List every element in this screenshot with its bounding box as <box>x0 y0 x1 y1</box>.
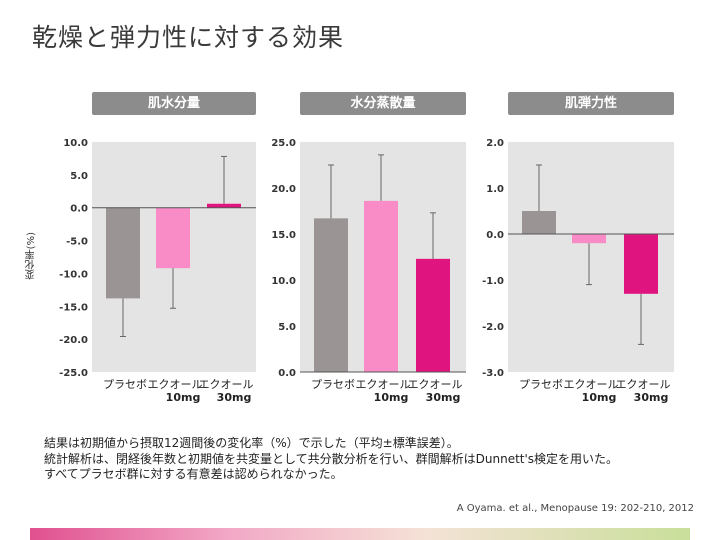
y-tick-label: 0.0 <box>70 204 88 215</box>
x-tick-label: エクオール <box>564 378 619 391</box>
x-tick-label: 10mg <box>582 391 617 404</box>
y-tick-label: 0.0 <box>486 230 504 241</box>
y-tick-label: 20.0 <box>271 184 296 195</box>
y-tick-label: 5.0 <box>278 322 296 333</box>
y-tick-label: 2.0 <box>486 138 504 149</box>
bar-equol-10mg <box>572 234 606 244</box>
bar-equol-10mg <box>156 207 190 269</box>
bar-equol-30mg <box>207 203 241 208</box>
y-tick-label: 25.0 <box>271 138 296 149</box>
footer-gradient-bar <box>30 528 690 540</box>
y-tick-label: 15.0 <box>271 230 296 241</box>
y-tick-label: 0.0 <box>278 368 296 379</box>
y-tick-label: -15.0 <box>59 302 88 313</box>
panel-title-tewl: 水分蒸散量 <box>300 92 466 115</box>
y-tick-label: 5.0 <box>70 171 88 182</box>
y-tick-label: -3.0 <box>482 368 504 379</box>
citation: A Oyama. et al., Menopause 19: 202-210, … <box>456 503 694 514</box>
note-line-3: すべてプラセボ群に対する有意差は認められなかった。 <box>44 467 343 481</box>
y-tick-label: -1.0 <box>482 276 504 287</box>
x-tick-label: プラセボ <box>103 378 147 391</box>
x-tick-label: エクオール <box>199 378 254 391</box>
panel-title-skin-moisture: 肌水分量 <box>92 92 256 115</box>
x-tick-label: プラセボ <box>519 378 563 391</box>
x-tick-label: 30mg <box>217 391 252 404</box>
x-tick-label: 30mg <box>426 391 461 404</box>
y-tick-label: 1.0 <box>486 184 504 195</box>
panel-title-elasticity: 肌弾力性 <box>508 92 674 115</box>
x-tick-label: 10mg <box>166 391 201 404</box>
note-line-2: 統計解析は、閉経後年数と初期値を共変量として共分散分析を行い、群間解析はDunn… <box>44 451 619 466</box>
x-tick-label: エクオール <box>356 378 411 391</box>
y-tick-label: 10.0 <box>63 138 88 149</box>
x-tick-label: 30mg <box>634 391 669 404</box>
x-tick-label: エクオール <box>616 378 671 391</box>
x-tick-label: エクオール <box>148 378 203 391</box>
y-tick-label: -10.0 <box>59 269 88 280</box>
bar-equol-30mg <box>416 258 450 372</box>
notes: 結果は初期値から摂取12週間後の変化率（%）で示した（平均±標準誤差）。 統計解… <box>44 436 618 483</box>
x-tick-label: 10mg <box>374 391 409 404</box>
y-tick-label: -20.0 <box>59 335 88 346</box>
bar-placebo <box>314 218 348 372</box>
bar-equol-10mg <box>364 200 398 372</box>
bar-equol-30mg <box>624 234 658 294</box>
y-tick-label: -2.0 <box>482 322 504 333</box>
y-tick-label: 10.0 <box>271 276 296 287</box>
x-tick-label: プラセボ <box>311 378 355 391</box>
note-line-1: 結果は初期値から摂取12週間後の変化率（%）で示した（平均±標準誤差）。 <box>44 436 459 450</box>
x-tick-label: エクオール <box>408 378 463 391</box>
bar-placebo <box>106 207 140 299</box>
bar-placebo <box>522 211 556 234</box>
y-tick-label: -5.0 <box>66 237 88 248</box>
y-tick-label: -25.0 <box>59 368 88 379</box>
page-title: 乾燥と弾力性に対する効果 <box>32 23 345 52</box>
